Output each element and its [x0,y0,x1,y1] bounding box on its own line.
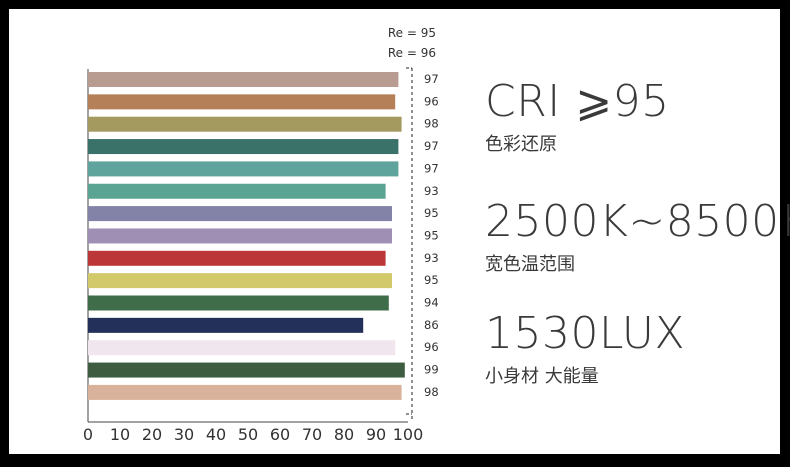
bar [88,295,389,311]
spec-color-temperature: 2500K~8500K 宽色温范围 [485,197,790,277]
x-tick-label: 80 [334,425,354,444]
bar [88,340,396,356]
spec-cri: CRI ⩾95 色彩还原 [485,77,670,157]
x-tick-label: 100 [393,425,424,444]
bar-data-label: 98 [424,117,439,131]
spec-cri-value: CRI ⩾95 [485,76,670,127]
x-tick-label: 0 [83,425,93,444]
cri-bar-chart: Re = 95 Re = 96 97 96 98 97 97 93 95 95 93 95 94 86 96… [83,26,439,444]
bar-data-label: 99 [424,363,439,377]
bar-data-label: 86 [424,318,439,332]
bar [88,362,405,378]
spec-color-temperature-value: 2500K~8500K [485,196,790,247]
x-tick-label: 20 [142,425,162,444]
x-tick-label: 70 [302,425,322,444]
bar-data-label: 97 [424,72,439,86]
bar-data-label: 94 [424,296,439,310]
spec-illuminance: 1530LUX 小身材 大能量 [485,309,685,389]
spec-illuminance-caption: 小身材 大能量 [485,366,599,387]
bar-data-label: 97 [424,161,439,175]
x-tick-label: 40 [206,425,226,444]
spec-color-temperature-caption: 宽色温范围 [485,254,575,275]
bar [88,228,392,244]
bar-data-label: 93 [424,184,439,198]
bar-data-label: 96 [424,340,439,354]
bar-data-label: 95 [424,206,439,220]
bar-data-label: 96 [424,94,439,108]
bar [88,94,396,110]
x-tick-label: 50 [238,425,258,444]
bar [88,139,399,155]
x-tick-label: 90 [366,425,386,444]
bar-data-label: 93 [424,251,439,265]
bar [88,183,386,199]
bar-data-label: 97 [424,139,439,153]
product-spec-card: Re = 95 Re = 96 97 96 98 97 97 93 95 95 93 95 94 86 96… [9,9,790,454]
bar [88,384,402,400]
reference-label: Re = 95 [388,26,436,40]
bar [88,250,386,266]
x-tick-label: 10 [110,425,130,444]
bar [88,206,392,222]
bar [88,317,364,333]
bar [88,116,402,132]
spec-cri-caption: 色彩还原 [485,134,557,155]
bar-data-label: 95 [424,273,439,287]
bar [88,161,399,177]
bar-data-label: 95 [424,228,439,242]
bar [88,273,392,289]
spec-illuminance-value: 1530LUX [485,308,686,359]
bar-data-label: 98 [424,385,439,399]
x-tick-label: 60 [270,425,290,444]
x-tick-label: 30 [174,425,194,444]
bar [88,72,399,87]
reference-label: Re = 96 [388,46,436,60]
